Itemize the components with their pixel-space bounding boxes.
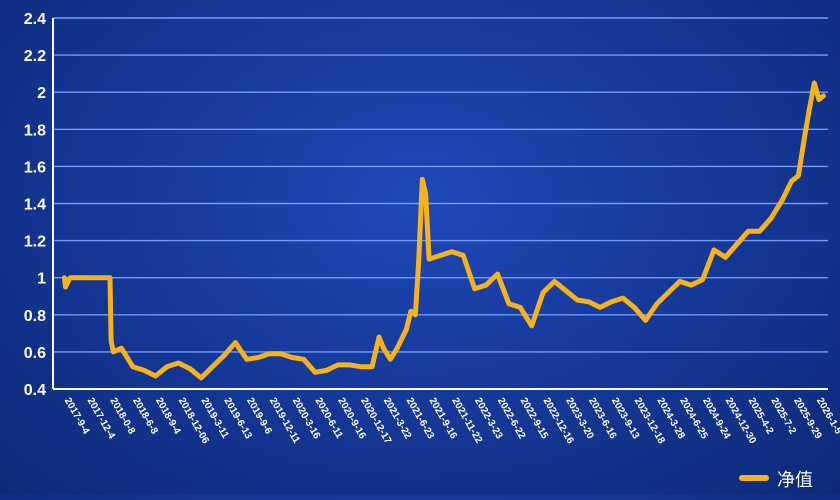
y-tick-label: 0.8 [24, 308, 46, 325]
y-tick-label: 2.4 [24, 11, 46, 28]
legend: 净值 [739, 470, 813, 490]
y-axis-tick-labels: 0.4 0.6 0.8 1 1.2 1.4 1.6 1.8 2 2.2 2.4 [24, 11, 46, 399]
grid-lines [53, 17, 828, 390]
series-layer [61, 80, 826, 381]
y-tick-label: 1.8 [24, 122, 46, 139]
legend-label: 净值 [777, 470, 813, 490]
y-tick-label: 0.6 [24, 345, 46, 362]
y-tick-label: 1.4 [24, 197, 46, 214]
y-tick-label: 1.6 [24, 159, 46, 176]
y-tick-label: 1.2 [24, 234, 46, 251]
y-tick-label: 1 [37, 271, 46, 288]
y-tick-label: 2 [37, 85, 46, 102]
y-tick-label: 0.4 [24, 382, 46, 399]
y-tick-label: 2.2 [24, 48, 46, 65]
axes [52, 18, 828, 390]
series-line [61, 80, 826, 381]
x-axis-tick-labels: 2017-9-42017-12-42018-0-82018-6-82018-9-… [62, 396, 840, 446]
